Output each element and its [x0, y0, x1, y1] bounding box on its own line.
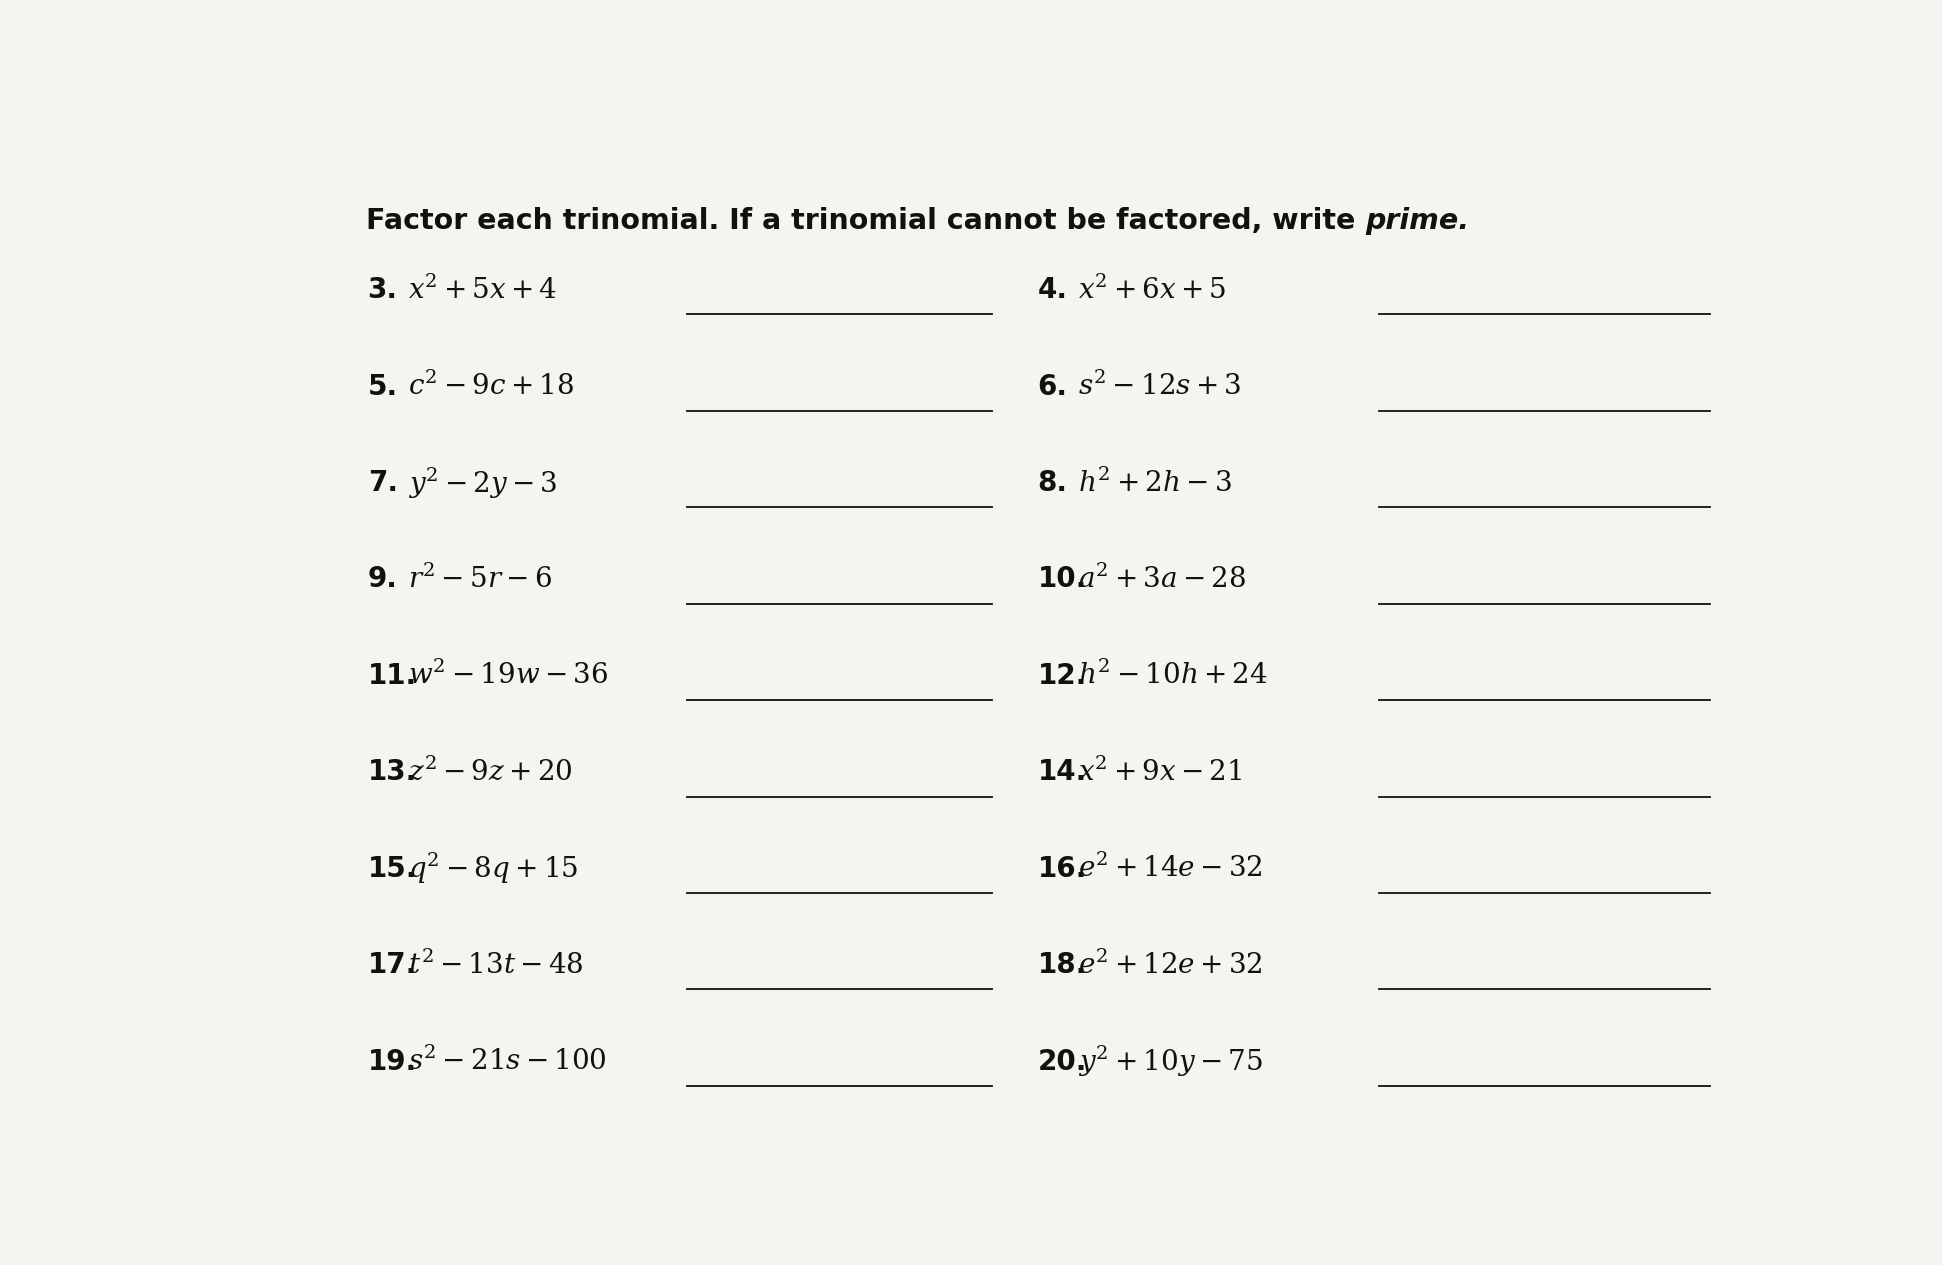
- Text: $t^2 - 13t - 48$: $t^2 - 13t - 48$: [408, 950, 585, 979]
- Text: $h^2 + 2h - 3$: $h^2 + 2h - 3$: [1078, 468, 1231, 497]
- Text: $e^2 + 14e - 32$: $e^2 + 14e - 32$: [1078, 854, 1262, 883]
- Text: 14.: 14.: [1037, 758, 1088, 787]
- Text: 19.: 19.: [367, 1047, 418, 1075]
- Text: $y^2 + 10y - 75$: $y^2 + 10y - 75$: [1078, 1044, 1262, 1079]
- Text: $z^2 - 9z + 20$: $z^2 - 9z + 20$: [408, 758, 573, 787]
- Text: 10.: 10.: [1037, 565, 1088, 593]
- Text: $e^2 + 12e + 32$: $e^2 + 12e + 32$: [1078, 950, 1262, 979]
- Text: $s^2 - 21s - 100$: $s^2 - 21s - 100$: [408, 1047, 608, 1077]
- Text: 13.: 13.: [367, 758, 418, 787]
- Text: $x^2 + 5x + 4$: $x^2 + 5x + 4$: [408, 276, 557, 305]
- Text: 17.: 17.: [367, 951, 418, 979]
- Text: $r^2 - 5r - 6$: $r^2 - 5r - 6$: [408, 564, 552, 595]
- Text: 7.: 7.: [367, 469, 398, 497]
- Text: 20.: 20.: [1037, 1047, 1088, 1075]
- Text: $c^2 - 9c + 18$: $c^2 - 9c + 18$: [408, 372, 575, 401]
- Text: 9.: 9.: [367, 565, 398, 593]
- Text: 3.: 3.: [367, 276, 398, 304]
- Text: 18.: 18.: [1037, 951, 1088, 979]
- Text: $x^2 + 9x - 21$: $x^2 + 9x - 21$: [1078, 758, 1243, 787]
- Text: $q^2 - 8q + 15$: $q^2 - 8q + 15$: [408, 851, 579, 887]
- Text: $y^2 - 2y - 3$: $y^2 - 2y - 3$: [408, 466, 557, 501]
- Text: $x^2 + 6x + 5$: $x^2 + 6x + 5$: [1078, 276, 1227, 305]
- Text: $a^2 + 3a - 28$: $a^2 + 3a - 28$: [1078, 564, 1247, 595]
- Text: 16.: 16.: [1037, 855, 1088, 883]
- Text: 12.: 12.: [1037, 662, 1088, 689]
- Text: 15.: 15.: [367, 855, 418, 883]
- Text: $w^2 - 19w - 36$: $w^2 - 19w - 36$: [408, 662, 608, 691]
- Text: 4.: 4.: [1037, 276, 1068, 304]
- Text: $s^2 - 12s + 3$: $s^2 - 12s + 3$: [1078, 372, 1241, 401]
- Text: Factor each trinomial. If a trinomial cannot be factored, write: Factor each trinomial. If a trinomial ca…: [367, 206, 1365, 234]
- Text: 6.: 6.: [1037, 373, 1068, 401]
- Text: $h^2 - 10h + 24$: $h^2 - 10h + 24$: [1078, 662, 1268, 691]
- Text: 5.: 5.: [367, 373, 398, 401]
- Text: prime.: prime.: [1365, 206, 1470, 234]
- Text: 8.: 8.: [1037, 469, 1068, 497]
- Text: 11.: 11.: [367, 662, 418, 689]
